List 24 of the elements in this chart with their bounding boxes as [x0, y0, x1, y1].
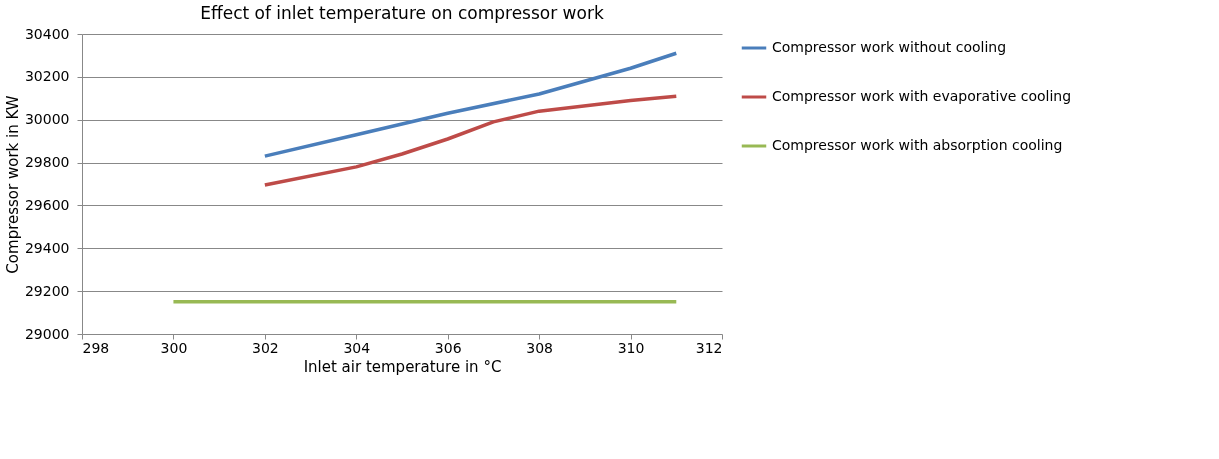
x-tick-label: 304	[343, 339, 371, 356]
y-tick-label: 29200	[24, 282, 70, 299]
x-tick-label: 308	[526, 339, 554, 356]
legend-label: Compressor work without cooling	[772, 39, 1007, 55]
x-tick-label: 298	[82, 339, 110, 356]
y-tick-label: 30400	[24, 25, 70, 42]
line-series	[263, 94, 679, 187]
y-tick-label: 29400	[24, 239, 70, 256]
y-tick-label: 30200	[24, 68, 70, 85]
y-tick-label: 30000	[24, 111, 70, 128]
x-axis-title: Inlet air temperature in °C	[303, 357, 502, 376]
x-tick-label: 300	[160, 339, 188, 356]
legend-label: Compressor work with evaporative cooling	[772, 88, 1072, 104]
y-tick-label: 29600	[24, 196, 70, 213]
y-tick-label: 29800	[24, 154, 70, 171]
y-tick-label: 29000	[24, 325, 70, 342]
y-axis-title: Compressor work in KW	[3, 95, 22, 274]
chart-title: Effect of inlet temperature on compressor work	[200, 3, 604, 23]
line-series	[263, 51, 679, 158]
x-tick-label: 310	[617, 339, 645, 356]
x-tick-label: 302	[251, 339, 279, 356]
legend-label: Compressor work with absorption cooling	[772, 137, 1063, 153]
x-tick-label: 306	[434, 339, 462, 356]
x-tick-label: 312	[695, 339, 723, 356]
